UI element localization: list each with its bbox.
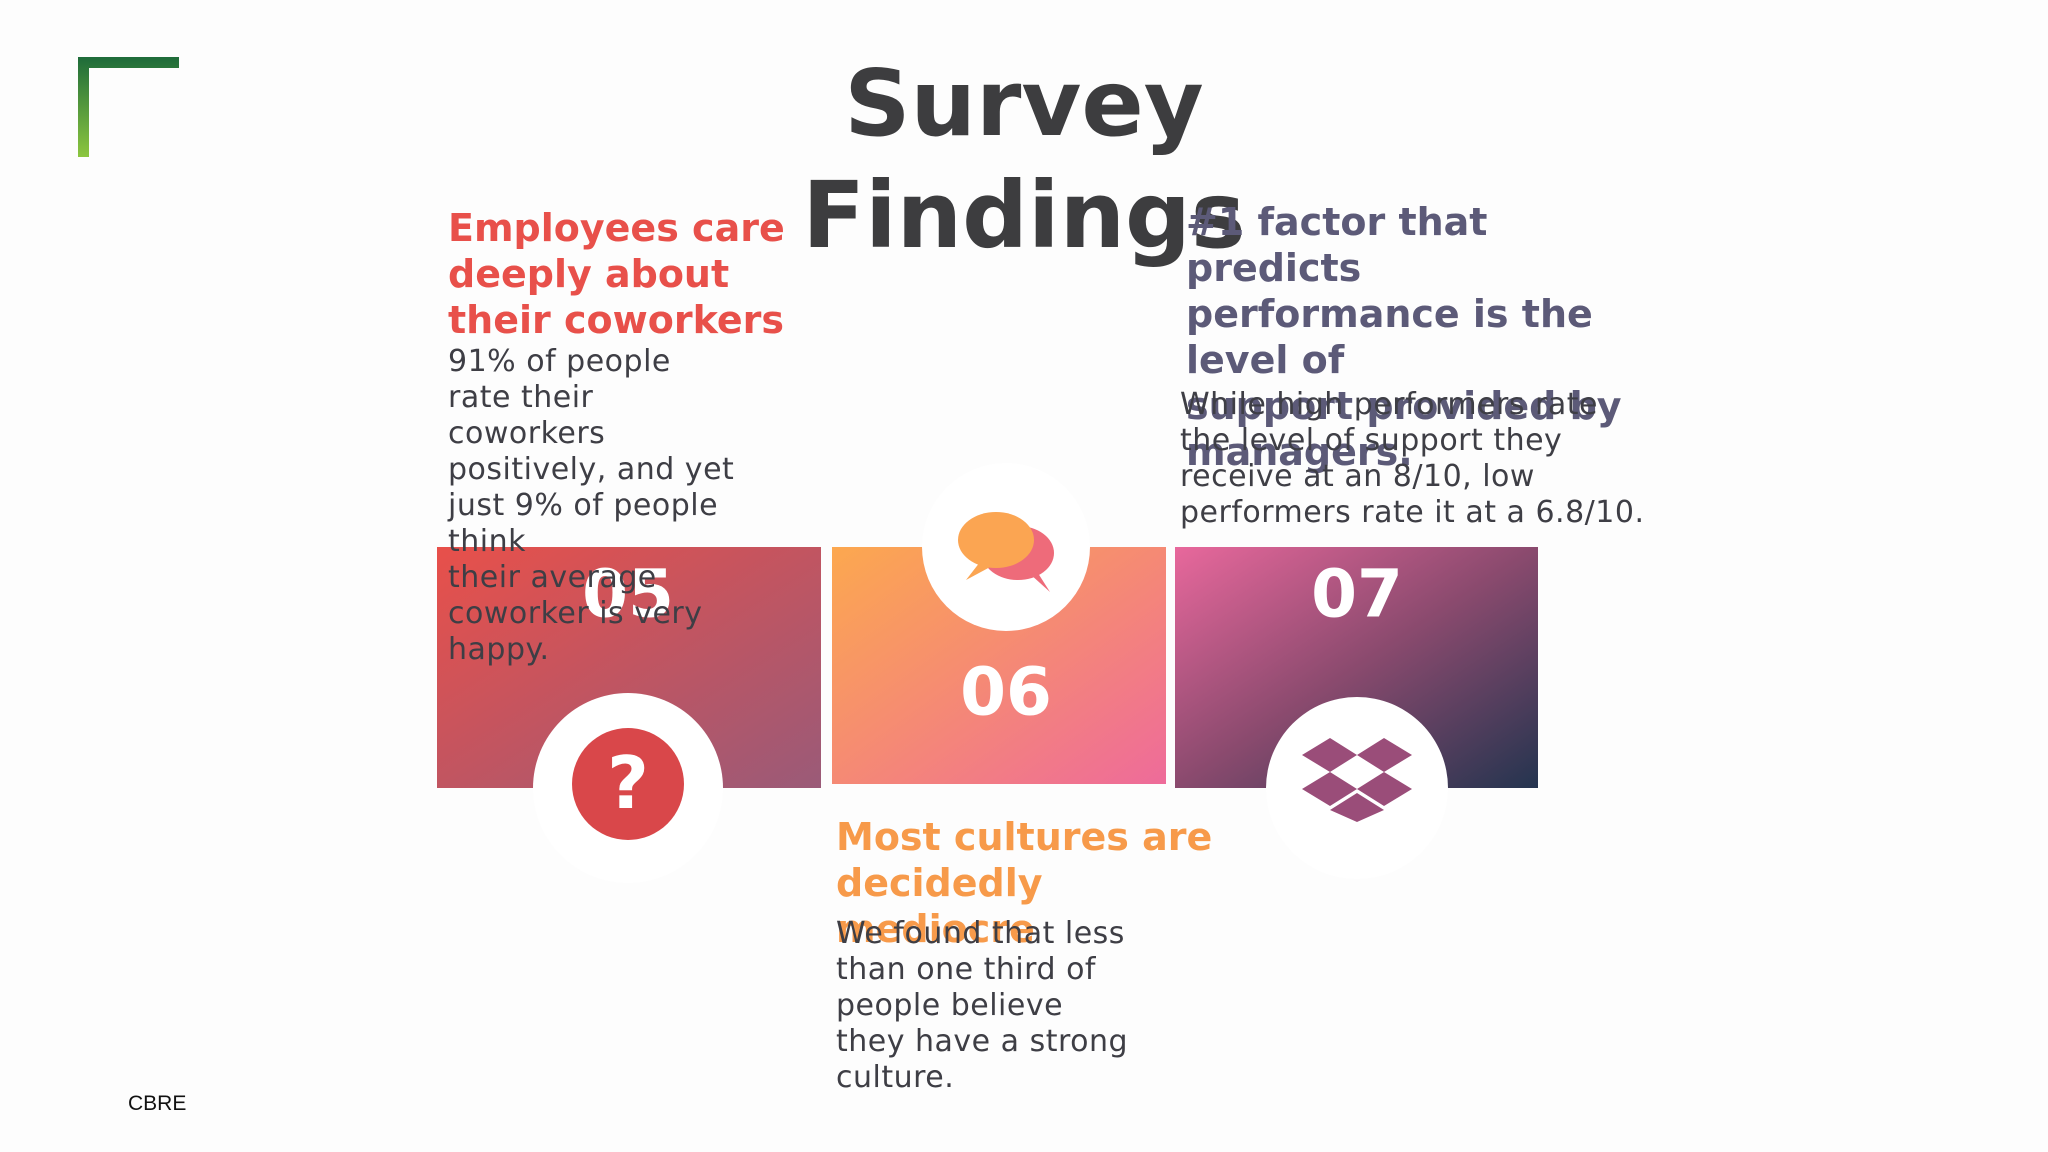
item-body: While high performers rate the level of … <box>1180 387 1645 530</box>
icon-badge <box>1266 697 1448 879</box>
dropbox-icon <box>1302 738 1412 822</box>
corner-bracket <box>78 57 179 157</box>
title: Survey <box>844 50 1204 157</box>
chat-icon <box>958 512 1054 592</box>
item-heading: Most cultures are decidedly mediocre <box>836 815 1213 951</box>
item-body: 91% of people rate their coworkers posit… <box>448 344 735 667</box>
footer-brand: CBRE <box>128 1092 187 1115</box>
item-number: 07 <box>1311 555 1403 633</box>
question-icon <box>572 728 684 840</box>
question-glyph: ? <box>607 741 649 825</box>
item-heading: Employees care deeply about their cowork… <box>448 206 785 342</box>
item-heading: #1 factor that predicts performance is t… <box>1186 200 1622 474</box>
item-number: 06 <box>960 653 1052 731</box>
item-body: We found that less than one third of peo… <box>836 916 1129 1095</box>
title: Findings <box>802 162 1246 269</box>
item-number: 05 <box>582 555 674 633</box>
